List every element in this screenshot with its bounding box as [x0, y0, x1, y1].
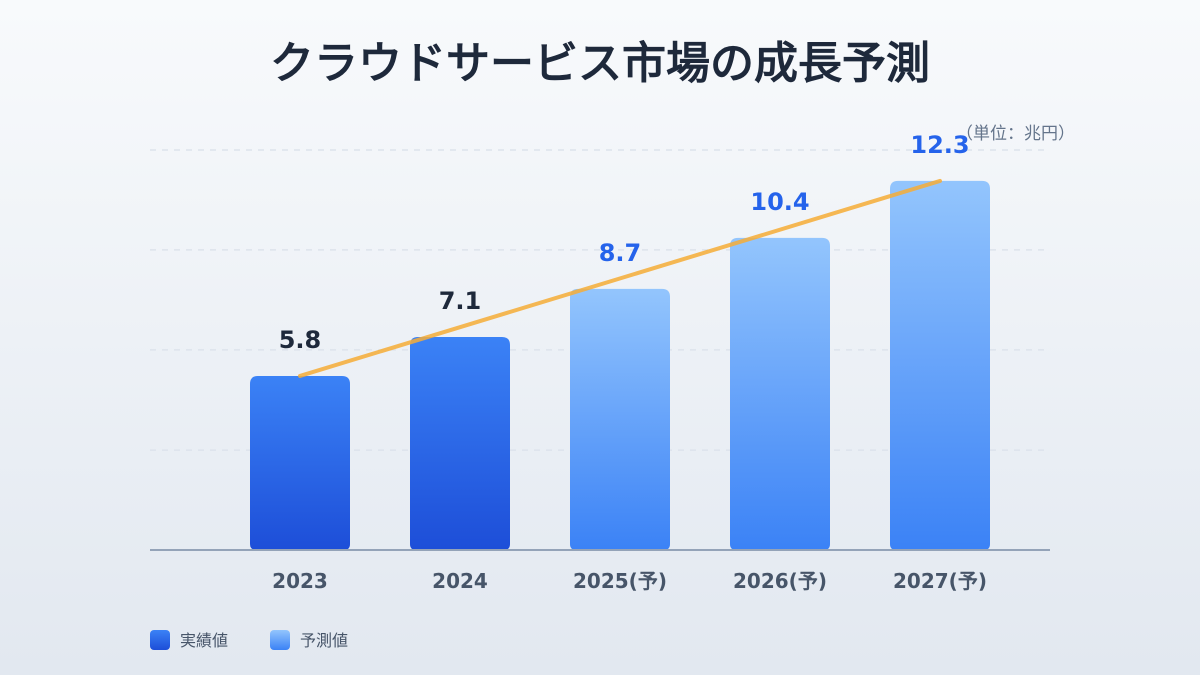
value-label: 7.1	[439, 287, 482, 315]
value-label: 8.7	[599, 239, 642, 267]
chart-title: クラウドサービス市場の成長予測	[270, 38, 930, 89]
value-label: 12.3	[910, 131, 969, 159]
x-tick-label: 2025(予)	[573, 569, 667, 593]
legend-swatch-forecast	[270, 630, 290, 650]
x-tick-label: 2024	[432, 569, 488, 593]
bar-2026(予)	[730, 237, 830, 550]
legend-label-forecast: 予測値	[300, 631, 348, 650]
bar-2027(予)	[890, 180, 990, 551]
legend-label-actual: 実績値	[180, 631, 228, 650]
bars	[250, 180, 990, 551]
bar-2023	[250, 375, 350, 550]
x-tick-label: 2027(予)	[893, 569, 987, 593]
value-label: 10.4	[750, 188, 809, 216]
bar-2025(予)	[570, 288, 670, 550]
value-labels: 5.8 7.1 8.7 10.4 12.3	[279, 131, 970, 354]
unit-note: （単位：兆円）	[956, 124, 1075, 144]
trend-line	[298, 178, 942, 378]
bar-2024	[410, 336, 510, 550]
value-label: 5.8	[279, 326, 322, 354]
legend-swatch-actual	[150, 630, 170, 650]
legend: 実績値 予測値	[150, 630, 348, 650]
x-tick-label: 2023	[272, 569, 328, 593]
x-tick-label: 2026(予)	[733, 569, 827, 593]
x-tick-labels: 2023 2024 2025(予) 2026(予) 2027(予)	[272, 569, 987, 593]
